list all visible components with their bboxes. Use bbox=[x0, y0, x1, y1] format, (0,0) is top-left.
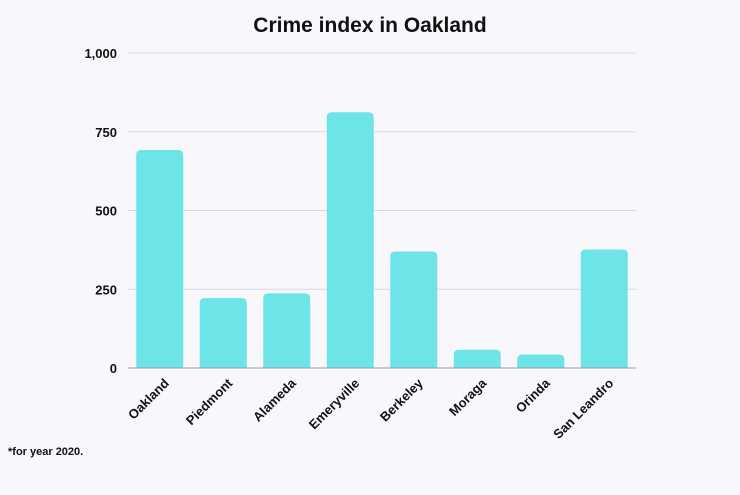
y-tick-label: 0 bbox=[110, 361, 117, 376]
x-tick-label: Orinda bbox=[513, 375, 554, 416]
x-tick-label: Oakland bbox=[125, 375, 172, 422]
bars bbox=[136, 112, 628, 368]
bar-oakland bbox=[136, 150, 184, 368]
x-tick-label: Emeryville bbox=[306, 376, 363, 433]
x-axis-ticks: Oakland Piedmont Alameda Emeryville Berkeley… bbox=[125, 375, 616, 442]
x-tick-label: San Leandro bbox=[550, 375, 616, 441]
bar-emeryville bbox=[326, 112, 374, 368]
y-tick-label: 500 bbox=[95, 204, 117, 219]
footnote: *for year 2020. bbox=[8, 446, 84, 458]
y-axis-ticks: 0 250 500 750 1,000 bbox=[84, 46, 117, 376]
y-tick-label: 1,000 bbox=[84, 46, 117, 61]
x-tick-label: Berkeley bbox=[377, 375, 426, 424]
bar-moraga bbox=[453, 349, 501, 368]
bar-piedmont bbox=[199, 298, 247, 368]
y-tick-label: 250 bbox=[95, 282, 117, 297]
bar-alameda bbox=[263, 293, 311, 368]
x-tick-label: Alameda bbox=[250, 375, 299, 424]
gridlines bbox=[128, 52, 636, 290]
x-tick-label: Moraga bbox=[446, 375, 490, 419]
bar-san-leandro bbox=[580, 249, 628, 368]
chart-title: Crime index in Oakland bbox=[253, 14, 486, 37]
bar-berkeley bbox=[390, 251, 438, 368]
x-tick-label: Piedmont bbox=[183, 375, 236, 428]
bar-orinda bbox=[517, 354, 565, 368]
y-tick-label: 750 bbox=[95, 125, 117, 140]
